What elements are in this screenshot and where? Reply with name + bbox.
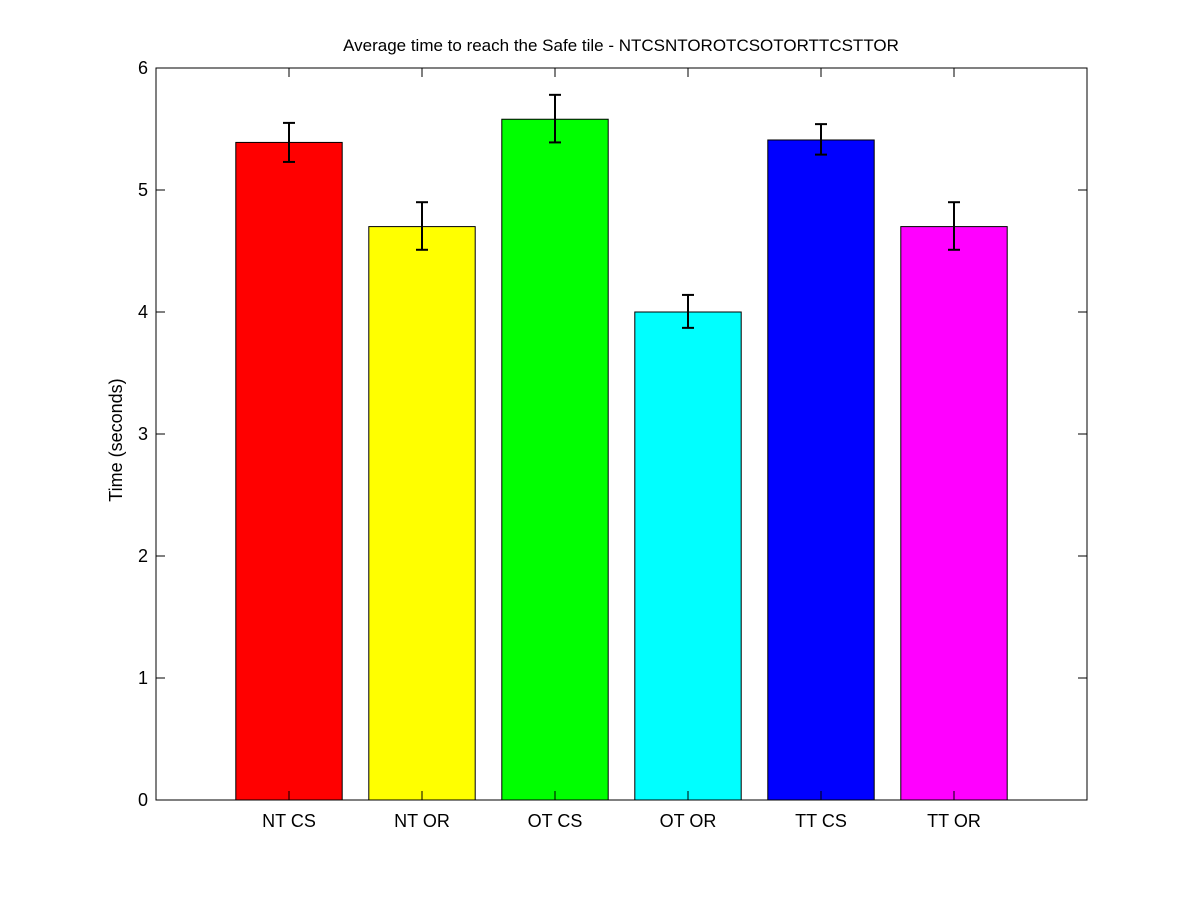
y-tick-label: 4	[138, 302, 148, 322]
y-axis-ticks: 0 1 2 3 4 5 6	[138, 58, 1087, 810]
bar-tt-cs	[767, 139, 875, 801]
bar-tt-or	[900, 226, 1008, 801]
x-tick-label: NT OR	[394, 811, 450, 831]
x-tick-label: TT OR	[927, 811, 981, 831]
x-tick-label: NT CS	[262, 811, 316, 831]
chart-title: Average time to reach the Safe tile - NT…	[343, 36, 899, 55]
bar-nt-cs	[235, 141, 343, 801]
y-tick-label: 5	[138, 180, 148, 200]
x-axis-tick-labels: NT CS NT OR OT CS OT OR TT CS TT OR	[262, 68, 981, 831]
x-tick-label: OT CS	[528, 811, 583, 831]
y-tick-label: 0	[138, 790, 148, 810]
bars	[235, 118, 1008, 801]
y-tick-label: 2	[138, 546, 148, 566]
plot-area: 0 1 2 3 4 5 6 NT CS NT OR OT CS OT OR TT CS TT OR	[138, 58, 1088, 831]
bar-nt-or	[368, 226, 476, 801]
bar-ot-cs	[501, 118, 609, 801]
error-bars	[283, 93, 960, 329]
y-tick-label: 3	[138, 424, 148, 444]
y-tick-label: 1	[138, 668, 148, 688]
bar-ot-or	[634, 311, 742, 801]
x-tick-label: OT OR	[660, 811, 717, 831]
y-axis-label: Time (seconds)	[106, 378, 126, 501]
y-tick-label: 6	[138, 58, 148, 78]
x-tick-label: TT CS	[795, 811, 847, 831]
